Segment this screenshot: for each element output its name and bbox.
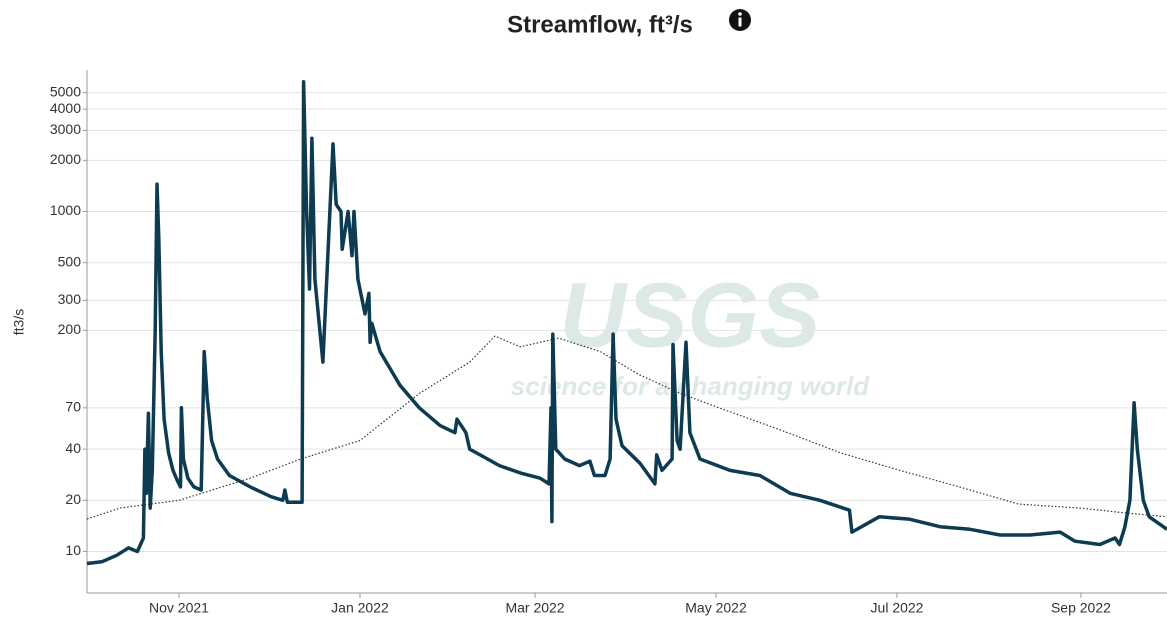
y-tick-label: 300 xyxy=(58,291,82,307)
x-tick-label: Jan 2022 xyxy=(331,600,389,616)
info-dot xyxy=(738,12,742,16)
streamflow-line xyxy=(86,79,1167,566)
grid xyxy=(87,92,1167,553)
x-tick-label: Sep 2022 xyxy=(1051,600,1111,616)
info-stem xyxy=(738,17,742,27)
y-tick-label: 200 xyxy=(58,321,82,337)
x-tick-label: Mar 2022 xyxy=(505,600,564,616)
y-tick-label: 1000 xyxy=(50,202,81,218)
y-tick-label: 3000 xyxy=(50,121,81,137)
y-tick-label: 10 xyxy=(65,542,81,558)
watermark: USGS xyxy=(560,264,821,366)
y-tick-label: 20 xyxy=(65,491,81,507)
x-tick-label: May 2022 xyxy=(685,600,747,616)
y-tick-label: 2000 xyxy=(50,151,81,167)
x-tick-label: Jul 2022 xyxy=(871,600,924,616)
watermark-tagline: science for a changing world xyxy=(511,371,870,401)
y-tick-label: 40 xyxy=(65,440,81,456)
info-icon[interactable] xyxy=(729,9,751,31)
y-tick-label: 5000 xyxy=(50,83,81,99)
chart-title: Streamflow, ft³/s xyxy=(507,11,693,38)
x-tick-label: Nov 2021 xyxy=(149,600,209,616)
y-axis-label: ft3/s xyxy=(11,309,27,335)
y-tick-label: 70 xyxy=(65,399,81,415)
y-tick-label: 500 xyxy=(58,253,82,269)
y-tick-label: 4000 xyxy=(50,100,81,116)
